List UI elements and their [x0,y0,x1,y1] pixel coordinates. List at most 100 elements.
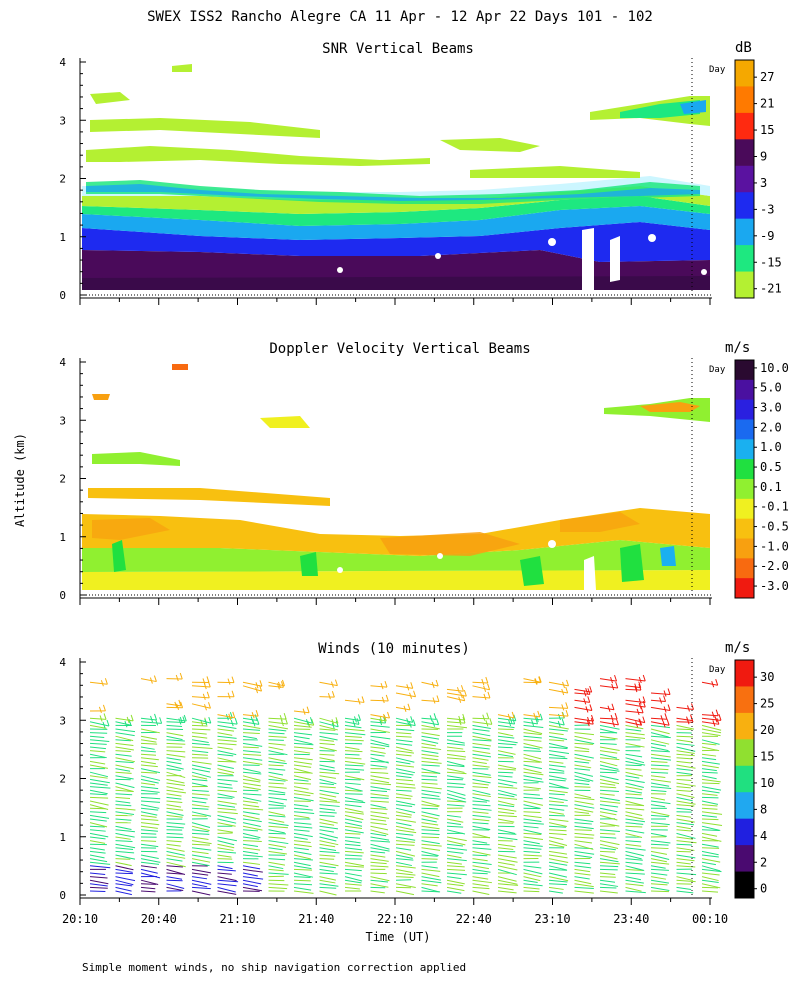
wind-barb [191,789,209,792]
wind-barb [497,771,514,774]
wind-barb [650,732,669,738]
wind-barb [497,861,515,866]
wind-barb [676,739,693,743]
wind-barb [115,800,131,804]
wind-barb [191,793,210,796]
wind-barb [293,886,312,891]
wind-barb [676,786,691,789]
wind-barb [166,750,186,753]
wind-barb [676,800,696,805]
wind-barb [217,778,238,782]
wind-barb [370,771,389,774]
wind-barb-flag [642,716,646,723]
wind-barb [242,768,261,774]
wind-barb [191,735,208,739]
wind-barb [344,699,365,703]
wind-barb [548,872,568,878]
wind-barb [344,775,365,781]
figure-title: SWEX ISS2 Rancho Alegre CA 11 Apr - 12 A… [147,9,653,25]
wind-barb [89,681,108,685]
wind-barb [548,706,568,709]
wind-barb [574,886,594,889]
wind-barb [599,868,618,871]
winds-colorbar-swatch [735,818,754,846]
wind-barb [650,728,670,735]
wind-barb [115,836,131,840]
wind-barb [395,768,415,774]
wind-barb [217,750,237,756]
wind-barb [319,717,339,724]
wind-barb-flag [537,710,541,718]
wind-barb [166,789,186,794]
wind-barb [395,865,416,869]
wind-barb [370,786,391,791]
wind-barb [421,699,440,703]
wind-barb [395,843,415,846]
wind-barb [166,703,181,707]
wind-barb [701,822,723,827]
wind-barb [217,746,233,750]
wind-barb [89,746,106,750]
wind-barb [395,793,413,797]
wind-barb [676,750,695,754]
wind-barb [599,847,616,851]
wind-barb [191,868,212,874]
wind-barb [217,879,239,883]
wind-barb [268,746,284,751]
wind-barb [421,760,442,764]
wind-barb-flag [589,685,593,693]
wind-barb [395,764,415,768]
wind-barb-flag [104,678,108,685]
wind-barb [268,775,288,782]
wind-barb [89,818,107,822]
wind-barb [370,843,390,850]
wind-barb [523,840,540,845]
wind-barb [140,814,157,818]
wind-barb [676,814,692,818]
wind-barb [166,872,184,875]
wind-barb [421,886,440,893]
snr-colorbar-label: -3 [760,202,774,216]
wind-barb [319,768,336,772]
wind-barb [497,732,514,737]
wind-barb [625,847,646,851]
wind-barb [242,757,263,761]
time-tick-label: 22:40 [456,912,492,926]
wind-barb [497,782,514,787]
wind-barb [548,832,567,836]
wind-barb [446,724,468,729]
wind-barb [319,825,339,830]
wind-barb-flag [179,716,183,724]
wind-barb [319,876,336,881]
wind-barb [472,876,489,880]
snr-y-tick-label: 0 [59,289,66,302]
wind-barb [242,775,261,781]
wind-barb [191,742,210,746]
wind-barb-flag [508,719,512,727]
wind-barb [293,804,309,808]
wind-barb [319,868,334,873]
wind-barb [523,760,541,763]
wind-barb-flag [227,692,231,699]
wind-barb [319,804,340,807]
wind-barb [191,807,209,810]
wind-barb [676,764,696,769]
wind-barb [344,818,363,823]
wind-barb-flag [663,706,667,713]
wind-barb-flag [204,704,207,711]
wind-barb-flag [231,676,235,683]
wind-barb [242,760,263,765]
wind-barb [115,804,132,807]
wind-barb [242,800,259,804]
wind-barb [191,847,212,851]
wind-barb [268,886,288,890]
wind-barb [676,829,692,832]
wind-barb [191,822,211,828]
wind-barb [115,818,132,821]
wind-barb [446,883,464,887]
wind-barb [472,746,490,750]
wind-barb-flag [711,681,715,688]
wind-barb [268,721,288,725]
wind-barb [599,890,618,894]
wind-barb [421,771,440,774]
